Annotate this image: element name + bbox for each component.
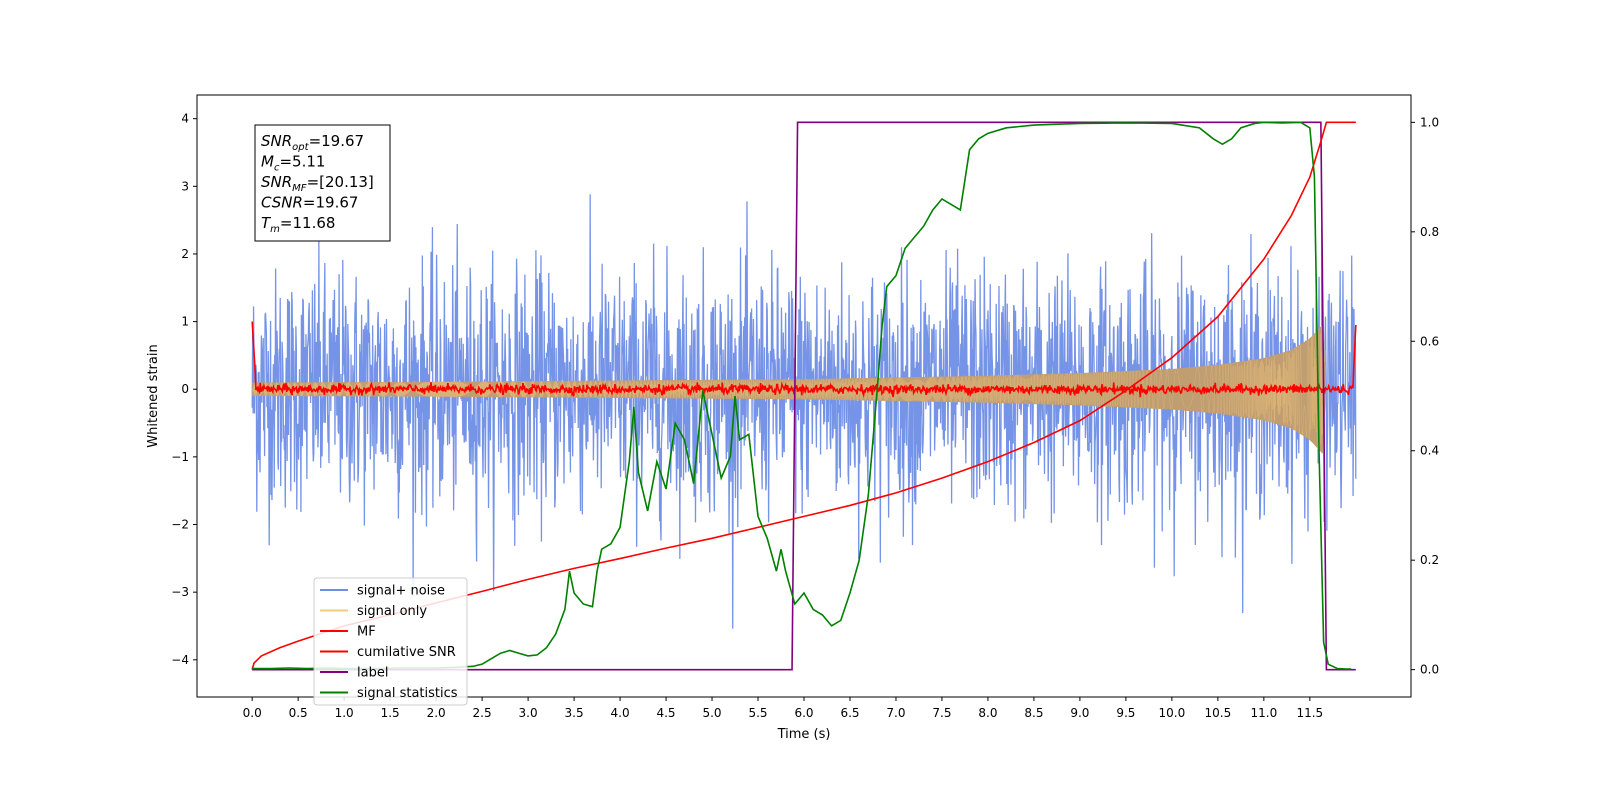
x-tick-label: 6.5: [840, 706, 859, 720]
x-tick-label: 3.5: [565, 706, 584, 720]
x-tick-label: 4.0: [611, 706, 630, 720]
annotation-line: Tm=11.68: [261, 214, 335, 235]
x-tick-label: 1.5: [381, 706, 400, 720]
x-tick-label: 5.5: [748, 706, 767, 720]
legend-label: signal only: [357, 604, 427, 619]
x-tick-label: 4.5: [656, 706, 675, 720]
y2-tick-label: 0.4: [1420, 444, 1439, 458]
x-tick-label: 3.0: [519, 706, 538, 720]
y2-tick-label: 0.2: [1420, 553, 1439, 567]
x-tick-label: 9.5: [1116, 706, 1135, 720]
x-tick-label: 11.5: [1296, 706, 1323, 720]
x-tick-label: 2.5: [473, 706, 492, 720]
x-tick-label: 7.0: [886, 706, 905, 720]
x-tick-label: 0.5: [289, 706, 308, 720]
legend-mf: MF: [320, 625, 376, 640]
y2-tick-label: 0.8: [1420, 225, 1439, 239]
y-tick-label: 3: [181, 179, 189, 193]
y-tick-label: 1: [181, 315, 189, 329]
legend-frame: [313, 577, 468, 706]
y-tick-label: 4: [181, 112, 189, 126]
y2-tick-label: 1.0: [1420, 115, 1439, 129]
series-mf: [251, 321, 1357, 399]
x-tick-label: 0.0: [243, 706, 262, 720]
legend-label: signal+ noise: [357, 584, 445, 599]
x-axis: 0.0 0.5 1.0 1.5 2.0 2.5 3.0 3.5 4.0 4.5 5.0 5.5 6.0 6…: [243, 697, 1323, 720]
y-tick-label: −2: [171, 518, 189, 532]
y2-tick-label: 0.6: [1420, 334, 1439, 348]
legend-label: label: [357, 666, 388, 681]
annotation-frame: [254, 124, 391, 242]
x-tick-label: 9.0: [1070, 706, 1089, 720]
y-tick-label: −3: [171, 585, 189, 599]
y-tick-label: 0: [181, 382, 189, 396]
y-tick-label: −4: [171, 653, 189, 667]
series-signal-statistics: [252, 121, 1352, 670]
legend-label: label: [320, 666, 388, 681]
y-tick-label: 2: [181, 247, 189, 261]
y-tick-label: −1: [171, 450, 189, 464]
y2-tick-label: 0.0: [1420, 663, 1439, 677]
x-tick-label: 6.0: [794, 706, 813, 720]
x-tick-label: 1.0: [335, 706, 354, 720]
series-signal-plus-noise: [251, 194, 1357, 629]
legend: signal+ noise signal only MF cumilative SNR…: [313, 577, 468, 706]
annotation-line: SNRMF=[20.13]: [261, 173, 374, 194]
x-tick-label: 10.5: [1205, 706, 1232, 720]
legend-signal-statistics: signal statistics: [320, 686, 458, 701]
legend-signal-only: signal only: [320, 604, 427, 619]
y-axis-right: 1.0 0.8 0.6 0.4 0.2 0.0: [1411, 115, 1439, 677]
series-label: [252, 121, 1356, 671]
x-tick-label: 10.0: [1159, 706, 1186, 720]
annotation-line: CSNR=19.67: [261, 194, 358, 212]
y-axis-left: 4 3 2 1 0 −1 −2 −3 −4: [171, 112, 197, 667]
annotation-line: Mc=5.11: [261, 153, 325, 174]
annotation-box: SNRopt=19.67Mc=5.11SNRMF=[20.13]CSNR=19.…: [254, 124, 391, 242]
x-axis-label: Time (s): [777, 727, 831, 742]
legend-label: cumilative SNR: [357, 645, 456, 660]
legend-label: signal statistics: [357, 686, 458, 701]
x-tick-label: 8.5: [1024, 706, 1043, 720]
x-tick-label: 11.0: [1250, 706, 1277, 720]
x-tick-label: 2.0: [427, 706, 446, 720]
x-tick-label: 8.0: [978, 706, 997, 720]
x-tick-label: 7.5: [932, 706, 951, 720]
annotation-line: SNRopt=19.67: [261, 132, 364, 153]
y-axis-label: Whitened strain: [146, 344, 161, 447]
legend-cumulative-snr: cumilative SNR: [320, 645, 456, 660]
x-tick-label: 5.0: [702, 706, 721, 720]
legend-label: MF: [357, 625, 376, 640]
legend-signal-plus-noise: signal+ noise: [320, 584, 445, 599]
